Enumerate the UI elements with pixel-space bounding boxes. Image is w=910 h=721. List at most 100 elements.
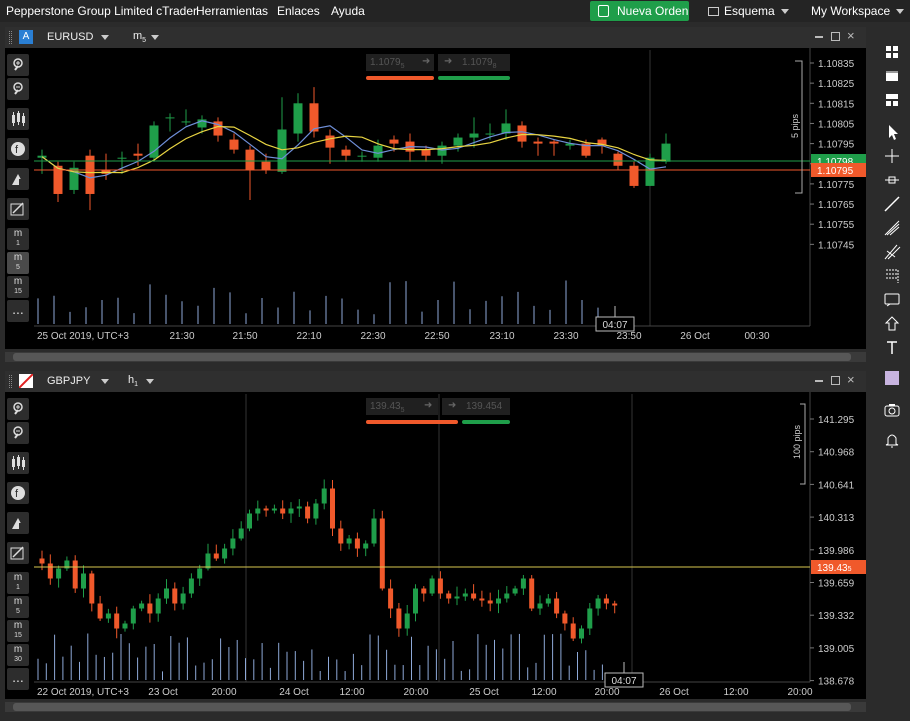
x-tick-label: 23:50 — [616, 331, 641, 342]
y-tick-label: 1.10815 — [818, 99, 855, 110]
menu-enlaces[interactable]: Enlaces — [277, 4, 320, 18]
candle-body — [229, 139, 239, 150]
candle-body — [373, 145, 383, 158]
x-tick-label: 26 Oct — [680, 331, 710, 342]
alerts-button[interactable] — [877, 429, 907, 451]
pitchfork-button[interactable] — [877, 241, 907, 263]
arrow-right-icon: ➜ — [444, 56, 453, 67]
crosshair-button[interactable] — [877, 145, 907, 167]
new-order-button[interactable]: Nueva Orden — [590, 1, 689, 21]
maximize-icon[interactable] — [831, 32, 840, 41]
layout-triple-button[interactable] — [877, 89, 907, 111]
close-icon[interactable]: × — [847, 372, 855, 387]
trader-sentiment-button[interactable] — [7, 168, 29, 190]
text-button[interactable] — [877, 337, 907, 359]
x-tick-label: 12:00 — [531, 687, 556, 698]
horizontal-scrollbar-top[interactable] — [5, 352, 866, 362]
candle-body — [122, 623, 128, 629]
timeframe-m15-button[interactable]: m 15 — [7, 620, 29, 642]
zoom-out-button[interactable] — [7, 78, 29, 100]
chart-type-button[interactable] — [7, 452, 29, 474]
horizontal-scrollbar-bottom[interactable] — [5, 702, 866, 712]
indicators-button[interactable]: f — [7, 138, 29, 160]
candle-body — [197, 119, 207, 128]
eurusd-chart-canvas[interactable]: 1.108351.108251.108151.108051.107951.107… — [5, 48, 866, 349]
scheme-dropdown[interactable]: Esquema — [708, 4, 789, 18]
workspace-dropdown[interactable]: My Workspace — [811, 4, 905, 18]
timeframe-chevron-icon[interactable] — [146, 379, 154, 384]
maximize-icon[interactable] — [831, 376, 840, 385]
buy-price: 1.1079 — [462, 57, 493, 68]
color-swatch-button[interactable] — [877, 367, 907, 389]
symbol-chevron-icon[interactable] — [101, 379, 109, 384]
trader-sentiment-button[interactable] — [7, 512, 29, 534]
candle-body — [263, 508, 269, 511]
menu-herramientas[interactable]: Herramientas — [196, 4, 269, 18]
timeframe-chevron-icon[interactable] — [151, 35, 159, 40]
candle-body — [56, 568, 62, 579]
candle-body — [139, 603, 145, 609]
minimize-icon[interactable] — [815, 36, 823, 38]
candle-body — [421, 149, 431, 156]
timeframe-m15-button[interactable]: m 15 — [7, 276, 29, 298]
zoom-out-button[interactable] — [7, 422, 29, 444]
zoom-out-icon — [13, 82, 23, 95]
drag-handle-icon[interactable] — [9, 31, 12, 44]
cursor-button[interactable] — [877, 121, 907, 143]
ask-price-tag: 1.10798 — [817, 157, 854, 168]
more-button[interactable]: ... — [7, 668, 29, 690]
chart-area-eurusd[interactable]: 1.10835 1.10825 1.10815 1.10805 1.10795 1.107… — [5, 48, 866, 349]
scrollbar-thumb[interactable] — [13, 353, 851, 361]
drag-handle-icon[interactable] — [9, 375, 12, 388]
screenshot-button[interactable] — [877, 399, 907, 421]
buy-price-box[interactable]: ➜ 139.454 — [442, 398, 510, 415]
zoom-in-button[interactable] — [7, 54, 29, 76]
tf-number: 5 — [16, 608, 20, 615]
symbol-label[interactable]: GBPJPY — [47, 375, 91, 387]
chart-type-button[interactable] — [7, 108, 29, 130]
pitchfork-icon — [884, 244, 901, 260]
chart-area-gbpjpy[interactable]: 141.295 140.968 140.641 140.313 139.986 139.6… — [5, 392, 866, 699]
fibonacci-button[interactable] — [877, 217, 907, 239]
unlinked-badge-icon[interactable] — [19, 374, 33, 388]
shape-button[interactable] — [877, 313, 907, 335]
grid-button[interactable] — [877, 265, 907, 287]
indicators-button[interactable]: f — [7, 482, 29, 504]
y-tick-label: 140.968 — [818, 448, 855, 459]
candle-body — [255, 508, 261, 514]
sell-price-box[interactable]: 139.435 ➜ — [366, 398, 438, 415]
candle-body — [562, 613, 568, 624]
rectangle-button[interactable] — [877, 289, 907, 311]
menu-ayuda[interactable]: Ayuda — [331, 4, 365, 18]
minimize-icon[interactable] — [815, 380, 823, 382]
candle-body — [313, 503, 319, 519]
symbol-label[interactable]: EURUSD — [47, 31, 94, 43]
sell-price-box[interactable]: 1.10795 ➜ — [366, 54, 434, 71]
trendline-button[interactable] — [877, 193, 907, 215]
layout-double-button[interactable] — [877, 65, 907, 87]
chart-settings-button[interactable] — [7, 198, 29, 220]
layout-single-button[interactable] — [877, 41, 907, 63]
scrollbar-thumb[interactable] — [13, 703, 851, 711]
timeframe-label[interactable]: h1 — [128, 374, 138, 388]
buy-price-box[interactable]: ➜ 1.10798 — [438, 54, 510, 71]
x-tick-label: 22 Oct 2019, UTC+3 — [37, 687, 129, 698]
timeframe-m30-button[interactable]: m 30 — [7, 644, 29, 666]
gbpjpy-chart-canvas[interactable]: 141.295 140.968 140.641 140.313 139.986 139.6… — [5, 392, 866, 699]
x-tick-label: 25 Oct — [469, 687, 499, 698]
timeframe-label[interactable]: m5 — [133, 30, 146, 44]
account-badge[interactable]: A — [19, 30, 33, 44]
horizontal-line-button[interactable] — [877, 169, 907, 191]
zoom-in-button[interactable] — [7, 398, 29, 420]
chart-settings-button[interactable] — [7, 542, 29, 564]
more-button[interactable]: ... — [7, 300, 29, 322]
symbol-chevron-icon[interactable] — [101, 35, 109, 40]
candle-body — [309, 103, 319, 132]
tf-number: 1 — [16, 240, 20, 247]
close-icon[interactable]: × — [847, 28, 855, 43]
candle-body — [581, 143, 591, 156]
